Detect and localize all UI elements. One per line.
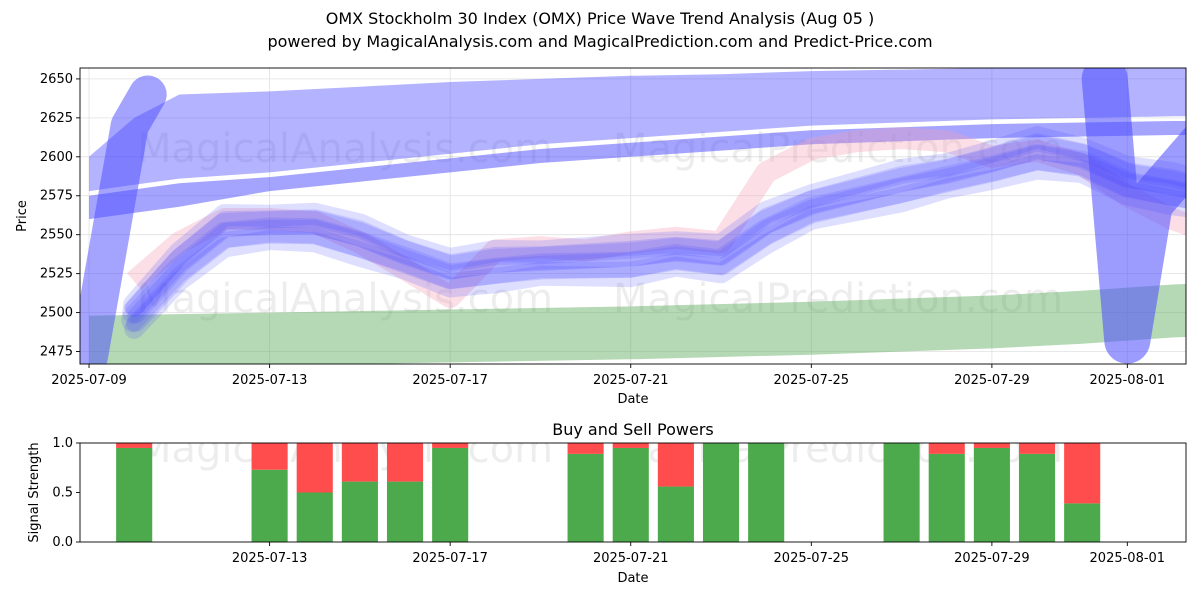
y-tick-label: 2500 [40,306,73,321]
price-plot-area: MagicalAnalysis.com MagicalPrediction.com… [80,68,1186,364]
watermark: MagicalAnalysis.com [137,276,553,322]
buy-bar [386,481,424,542]
price-panel: MagicalAnalysis.com MagicalPrediction.com… [15,67,1187,407]
x-axis-label: Date [617,392,648,407]
x-tick-label: 2025-07-17 [412,551,488,566]
sell-bar [973,443,1010,448]
x-tick-label: 2025-07-29 [954,551,1030,566]
buy-bar [612,447,649,542]
y-tick-label: 2625 [40,111,73,126]
y-tick-label: 2550 [40,228,73,243]
sell-bar [928,443,965,454]
y-axis-label: Signal Strength [27,442,42,542]
upper-band [89,68,1186,192]
y-tick-label: 2650 [40,72,73,87]
mid-band [89,121,1186,220]
chart-title: OMX Stockholm 30 Index (OMX) Price Wave … [325,9,875,28]
x-tick-label: 2025-07-17 [412,373,488,388]
price-axes-frame [79,67,1187,365]
sell-bar [341,443,378,482]
buy-bar [748,443,785,542]
buy-bar [116,447,153,542]
buy-bar [973,447,1010,542]
buy-bar [702,443,740,542]
x-tick-label: 2025-07-13 [232,373,308,388]
sell-bar [657,443,694,487]
chart-subtitle: powered by MagicalAnalysis.com and Magic… [267,32,933,51]
buy-bar [1064,503,1101,542]
watermark: MagicalPrediction.com [613,276,1063,322]
buy-bar [1018,453,1056,542]
sell-bar [386,443,424,482]
sell-bar [612,443,649,448]
y-tick-label: 2475 [40,345,73,360]
sell-bar [116,443,153,448]
sell-bar [567,443,604,454]
y-tick-label: 2525 [40,267,73,282]
x-tick-label: 2025-08-01 [1090,373,1166,388]
buy-bar [432,447,469,542]
buy-bar [657,486,694,542]
sell-bar [1064,443,1101,504]
signal-title: Buy and Sell Powers [552,420,714,439]
y-tick-label: 2600 [40,150,73,165]
buy-bar [296,492,333,542]
x-tick-label: 2025-07-21 [593,551,669,566]
support-band [89,284,1186,364]
x-tick-label: 2025-07-13 [232,551,308,566]
y-axis-label: Price [15,200,30,232]
x-tick-label: 2025-07-29 [954,373,1030,388]
y-tick-label: 0.5 [52,486,73,501]
left-wave-stroke [80,75,167,364]
x-tick-label: 2025-07-25 [774,373,850,388]
buy-bar [567,453,604,542]
x-tick-label: 2025-07-09 [51,373,127,388]
y-tick-label: 0.0 [52,535,73,550]
sell-bar [432,443,469,448]
buy-bar [251,469,288,542]
y-tick-label: 1.0 [52,436,73,451]
y-tick-label: 2575 [40,189,73,204]
buy-bar [341,481,378,542]
x-tick-label: 2025-07-21 [593,373,669,388]
sell-bar [251,443,288,470]
x-tick-label: 2025-08-01 [1090,551,1166,566]
v-spike-wave [1081,68,1186,364]
x-axis-label: Date [617,571,648,586]
x-tick-label: 2025-07-25 [774,551,850,566]
signal-panel: MagicalAnalysis.comMagicalPrediction.com… [27,420,1187,586]
sell-bar [296,443,333,493]
buy-bar [883,443,920,542]
sell-bar [1018,443,1056,454]
buy-bar [928,453,965,542]
